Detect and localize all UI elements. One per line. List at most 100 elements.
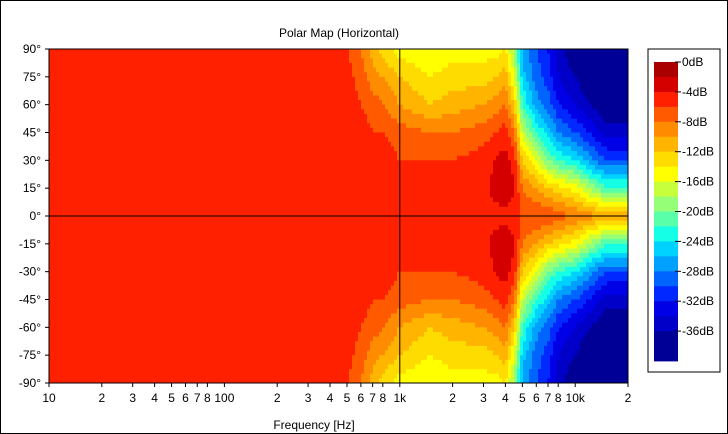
heatmap-cell bbox=[73, 95, 77, 101]
heatmap-cell bbox=[190, 104, 194, 110]
heatmap-cells bbox=[49, 49, 628, 383]
heatmap-cell bbox=[145, 141, 149, 148]
heatmap-cell bbox=[190, 327, 194, 333]
heatmap-cell bbox=[109, 299, 113, 305]
heatmap-cell bbox=[88, 178, 92, 185]
heatmap-cell bbox=[52, 225, 56, 231]
heatmap-cell bbox=[190, 49, 194, 55]
heatmap-cell bbox=[52, 304, 56, 310]
heatmap-cell bbox=[163, 304, 167, 310]
heatmap-cell bbox=[94, 285, 98, 291]
heatmap-cell bbox=[55, 160, 59, 166]
heatmap-cell bbox=[91, 327, 95, 333]
heatmap-cell bbox=[145, 220, 149, 226]
heatmap-cell bbox=[154, 285, 158, 291]
heatmap-cell bbox=[184, 345, 188, 352]
heatmap-cell bbox=[124, 104, 128, 110]
heatmap-cell bbox=[49, 248, 53, 254]
heatmap-cell bbox=[106, 178, 110, 185]
heatmap-cell bbox=[73, 220, 77, 226]
heatmap-cell bbox=[142, 262, 146, 268]
heatmap-cell bbox=[136, 127, 140, 134]
heatmap-cell bbox=[115, 137, 119, 143]
heatmap-cell bbox=[61, 183, 65, 189]
heatmap-cell bbox=[169, 100, 173, 106]
heatmap-cell bbox=[70, 118, 74, 124]
heatmap-cell bbox=[91, 90, 95, 96]
heatmap-cell bbox=[157, 331, 161, 338]
heatmap-cell bbox=[109, 308, 113, 315]
heatmap-cell bbox=[163, 146, 167, 152]
heatmap-cell bbox=[178, 331, 182, 338]
heatmap-cell bbox=[121, 67, 125, 73]
heatmap-cell bbox=[172, 253, 176, 259]
heatmap-cell bbox=[166, 118, 170, 124]
heatmap-cell bbox=[118, 197, 122, 203]
heatmap-cell bbox=[118, 90, 122, 96]
heatmap-cell bbox=[124, 192, 128, 199]
heatmap-cell bbox=[73, 378, 77, 383]
heatmap-cell bbox=[76, 72, 80, 78]
heatmap-cell bbox=[148, 62, 152, 69]
heatmap-cell bbox=[160, 294, 164, 301]
heatmap-cell bbox=[172, 364, 176, 370]
heatmap-cell bbox=[55, 285, 59, 291]
heatmap-cell bbox=[100, 127, 104, 134]
heatmap-cell bbox=[61, 76, 65, 83]
heatmap-cell bbox=[154, 331, 158, 338]
heatmap-cell bbox=[151, 322, 155, 328]
heatmap-cell bbox=[175, 271, 179, 277]
heatmap-cell bbox=[76, 76, 80, 83]
heatmap-cell bbox=[55, 132, 59, 138]
heatmap-cell bbox=[58, 155, 62, 161]
heatmap-cell bbox=[109, 137, 113, 143]
heatmap-cell bbox=[187, 290, 191, 296]
heatmap-cell bbox=[139, 197, 143, 203]
heatmap-cell bbox=[160, 123, 164, 129]
heatmap-cell bbox=[163, 225, 167, 231]
heatmap-cell bbox=[184, 369, 188, 375]
heatmap-cell bbox=[169, 248, 173, 254]
heatmap-cell bbox=[64, 169, 68, 175]
heatmap-cell bbox=[52, 113, 56, 120]
heatmap-cell bbox=[121, 267, 125, 273]
heatmap-cell bbox=[163, 164, 167, 171]
heatmap-cell bbox=[187, 109, 191, 115]
heatmap-cell bbox=[82, 262, 86, 268]
heatmap-cell bbox=[184, 308, 188, 315]
heatmap-cell bbox=[193, 304, 197, 310]
heatmap-cell bbox=[67, 267, 71, 273]
heatmap-cell bbox=[154, 220, 158, 226]
heatmap-cell bbox=[61, 174, 65, 180]
heatmap-cell bbox=[193, 178, 197, 185]
heatmap-cell bbox=[49, 267, 53, 273]
heatmap-cell bbox=[121, 211, 125, 217]
heatmap-cell bbox=[49, 322, 53, 328]
heatmap-cell bbox=[85, 90, 89, 96]
heatmap-cell bbox=[64, 164, 68, 171]
heatmap-cell bbox=[160, 104, 164, 110]
heatmap-cell bbox=[79, 373, 83, 379]
heatmap-cell bbox=[127, 280, 131, 287]
heatmap-cell bbox=[55, 369, 59, 375]
heatmap-cell bbox=[139, 216, 143, 222]
heatmap-cell bbox=[169, 183, 173, 189]
heatmap-cell bbox=[157, 58, 161, 64]
heatmap-cell bbox=[85, 169, 89, 175]
heatmap-cell bbox=[82, 137, 86, 143]
heatmap-cell bbox=[172, 350, 176, 356]
heatmap-cell bbox=[109, 285, 113, 291]
heatmap-cell bbox=[130, 95, 134, 101]
heatmap-cell bbox=[151, 197, 155, 203]
heatmap-cell bbox=[61, 271, 65, 277]
heatmap-cell bbox=[97, 174, 101, 180]
heatmap-cell bbox=[127, 276, 131, 282]
heatmap-cell bbox=[67, 327, 71, 333]
heatmap-cell bbox=[82, 341, 86, 347]
heatmap-cell bbox=[106, 155, 110, 161]
heatmap-cell bbox=[163, 299, 167, 305]
heatmap-cell bbox=[166, 197, 170, 203]
heatmap-cell bbox=[127, 49, 131, 55]
heatmap-cell bbox=[70, 378, 74, 383]
heatmap-cell bbox=[103, 280, 107, 287]
